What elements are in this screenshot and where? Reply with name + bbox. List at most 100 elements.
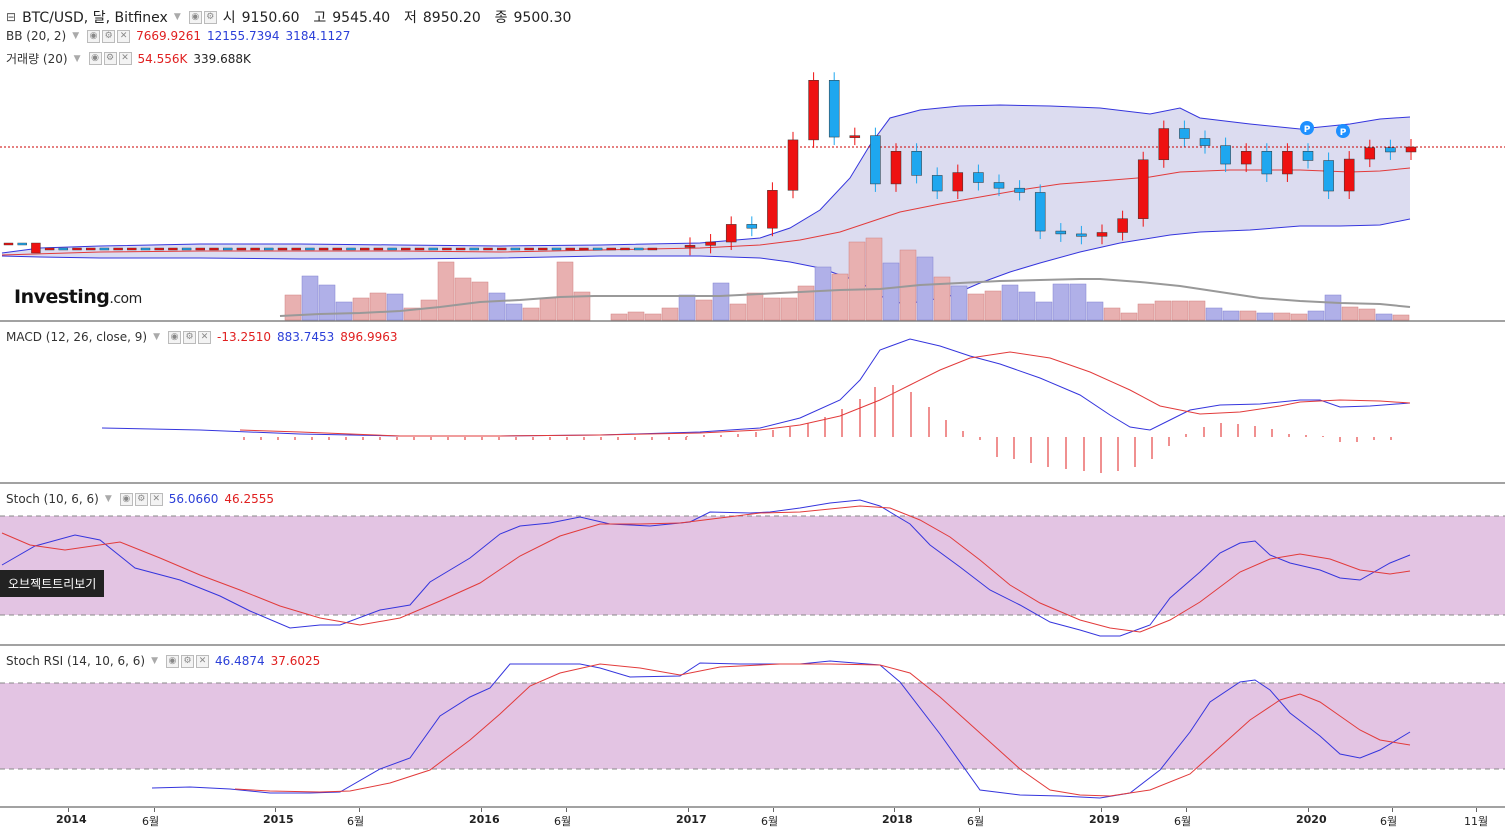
- candle[interactable]: [1323, 160, 1334, 192]
- collapse-icon[interactable]: ⊟: [6, 10, 17, 24]
- candle[interactable]: [1343, 158, 1355, 192]
- macd-name[interactable]: MACD (12, 26, close, 9): [6, 330, 148, 344]
- volume-bar: [627, 311, 645, 321]
- volume-controls[interactable]: ◉ ⚙ ✕: [88, 52, 132, 65]
- candle[interactable]: [746, 224, 758, 229]
- candle: [483, 247, 493, 251]
- candle[interactable]: [993, 182, 1005, 189]
- candle: [565, 247, 575, 251]
- volume-bar: [797, 285, 815, 321]
- chevron-down-icon[interactable]: ▼: [73, 53, 81, 64]
- candle[interactable]: [1096, 232, 1108, 237]
- candle[interactable]: [1055, 230, 1067, 235]
- candle[interactable]: [973, 172, 984, 183]
- volume-bar: [729, 303, 747, 321]
- candle[interactable]: [1302, 151, 1314, 161]
- candle[interactable]: [828, 80, 840, 138]
- candle[interactable]: [1364, 147, 1376, 160]
- axis-tick: [566, 808, 567, 812]
- eye-icon[interactable]: ◉: [188, 10, 202, 24]
- volume-bar: [437, 261, 455, 321]
- macd-controls[interactable]: ◉ ⚙ ✕: [168, 330, 212, 344]
- candle[interactable]: [1117, 218, 1128, 233]
- candle[interactable]: [1385, 147, 1396, 153]
- axis-label: 6월: [967, 815, 985, 828]
- marker-p-1[interactable]: P: [1300, 121, 1314, 135]
- axis-tick: [894, 808, 895, 812]
- low-label: 저: [404, 10, 417, 26]
- candle[interactable]: [1158, 128, 1170, 161]
- axis-label: 6월: [554, 815, 572, 828]
- chevron-down-icon[interactable]: ▼: [153, 332, 161, 342]
- candle[interactable]: [684, 245, 696, 248]
- eye-icon[interactable]: ◉: [168, 330, 182, 344]
- candle: [469, 247, 479, 251]
- candle[interactable]: [1240, 151, 1252, 165]
- volume-bar: [780, 297, 798, 321]
- series-controls[interactable]: ◉ ⚙: [188, 10, 217, 24]
- candle[interactable]: [1199, 138, 1211, 146]
- macd-value-2: 883.7453: [277, 330, 335, 344]
- gear-icon[interactable]: ⚙: [134, 492, 148, 506]
- chevron-down-icon[interactable]: ▼: [173, 12, 181, 22]
- volume-name[interactable]: 거래량 (20): [6, 52, 68, 66]
- close-icon[interactable]: ✕: [117, 29, 131, 43]
- eye-icon[interactable]: ◉: [165, 654, 179, 668]
- eye-icon[interactable]: ◉: [119, 492, 133, 506]
- candle[interactable]: [705, 241, 716, 246]
- candle[interactable]: [1261, 151, 1273, 175]
- candle[interactable]: [1076, 233, 1087, 237]
- chevron-down-icon[interactable]: ▼: [104, 494, 112, 504]
- gear-icon[interactable]: ⚙: [183, 330, 197, 344]
- axis-label: 6월: [761, 815, 779, 828]
- symbol-title[interactable]: BTC/USD, 달, Bitfinex: [22, 10, 168, 26]
- candle: [538, 247, 548, 251]
- candle[interactable]: [787, 139, 799, 191]
- candle[interactable]: [1282, 151, 1293, 175]
- stoch-controls[interactable]: ◉ ⚙ ✕: [119, 492, 163, 506]
- gear-icon[interactable]: ⚙: [203, 10, 217, 24]
- stoch-pane: [0, 499, 1505, 637]
- candle[interactable]: [767, 190, 778, 229]
- candle[interactable]: [808, 80, 819, 141]
- bb-controls[interactable]: ◉ ⚙ ✕: [87, 29, 131, 43]
- eye-icon[interactable]: ◉: [87, 29, 101, 43]
- eye-icon[interactable]: ◉: [88, 52, 102, 65]
- candle: [72, 247, 82, 251]
- gear-icon[interactable]: ⚙: [180, 654, 194, 668]
- candle[interactable]: [1014, 187, 1025, 193]
- candle[interactable]: [911, 151, 922, 176]
- axis-tick: [481, 808, 482, 812]
- gear-icon[interactable]: ⚙: [103, 52, 117, 65]
- candle[interactable]: [1034, 192, 1046, 232]
- chevron-down-icon[interactable]: ▼: [151, 656, 158, 666]
- candle[interactable]: [1405, 146, 1417, 153]
- stoch-name[interactable]: Stoch (10, 6, 6): [6, 492, 99, 506]
- candle[interactable]: [1220, 145, 1231, 165]
- marker-p-2[interactable]: P: [1336, 124, 1350, 138]
- candle[interactable]: [1137, 159, 1149, 219]
- candle[interactable]: [890, 151, 902, 185]
- candle[interactable]: [1179, 128, 1190, 139]
- candle[interactable]: [870, 135, 881, 185]
- volume-bar: [1205, 307, 1223, 321]
- volume-bar: [644, 313, 662, 321]
- candle: [592, 247, 603, 251]
- gear-icon[interactable]: ⚙: [102, 29, 116, 43]
- close-icon[interactable]: ✕: [118, 52, 132, 65]
- bb-name[interactable]: BB (20, 2): [6, 29, 67, 43]
- candle[interactable]: [931, 175, 943, 192]
- close-icon[interactable]: ✕: [198, 330, 212, 344]
- volume-bar: [420, 299, 438, 321]
- candle[interactable]: [849, 135, 861, 138]
- stoch-rsi-name[interactable]: Stoch RSI (14, 10, 6, 6): [6, 654, 146, 668]
- volume-bar: [488, 292, 506, 321]
- stoch-rsi-controls[interactable]: ◉ ⚙ ✕: [165, 654, 209, 668]
- axis-tick: [154, 808, 155, 812]
- candle[interactable]: [952, 172, 964, 192]
- close-icon[interactable]: ✕: [195, 654, 209, 668]
- candle[interactable]: [725, 224, 737, 243]
- chevron-down-icon[interactable]: ▼: [72, 31, 80, 41]
- close-icon[interactable]: ✕: [149, 492, 163, 506]
